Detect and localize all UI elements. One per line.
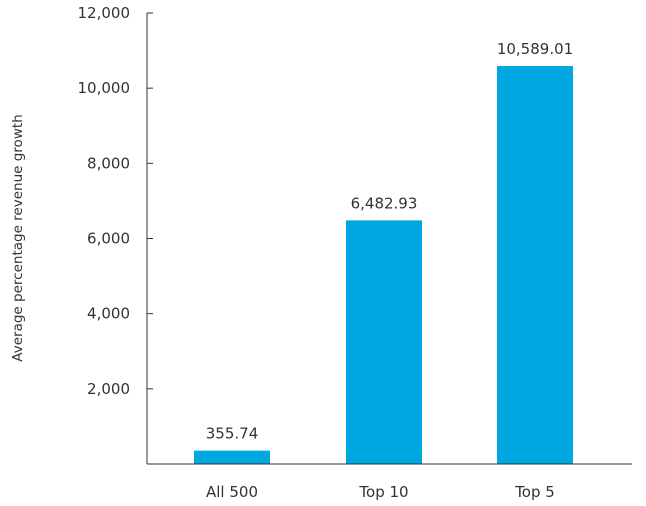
y-tick-label: 12,000 [78,4,131,22]
y-axis: 2,000 4,000 6,000 8,000 10,000 12,000 [78,4,153,464]
y-axis-title-group: Average percentage revenue growth [10,114,26,361]
bar-all-500 [194,450,270,464]
bar-top-5 [497,66,573,464]
data-label: 355.74 [206,425,259,443]
y-tick-label: 10,000 [78,79,131,97]
x-category-label: All 500 [206,483,258,501]
x-category-label: Top 5 [514,483,555,501]
y-tick-label: 8,000 [87,154,130,172]
x-category-label: Top 10 [358,483,408,501]
data-label: 6,482.93 [351,194,418,212]
x-axis: All 500 Top 10 Top 5 [147,463,632,501]
y-tick-label: 4,000 [87,305,130,323]
y-tick-label: 6,000 [87,230,130,248]
bar-top-10 [346,220,422,464]
data-label: 10,589.01 [497,40,573,58]
bars-group [194,66,573,464]
y-axis-title: Average percentage revenue growth [10,114,26,361]
y-tick-label: 2,000 [87,380,130,398]
data-labels-group: 355.74 6,482.93 10,589.01 [206,40,573,443]
